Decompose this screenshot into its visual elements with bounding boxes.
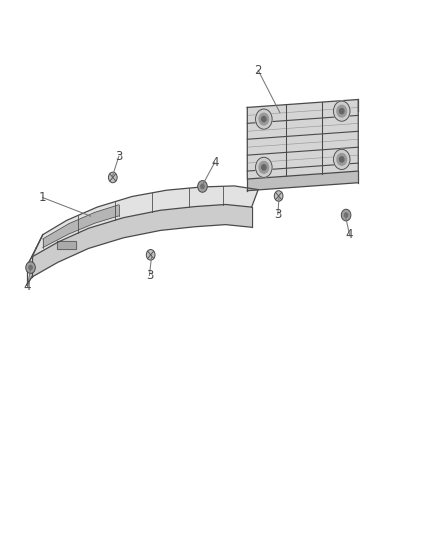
- Polygon shape: [247, 171, 358, 191]
- Text: 4: 4: [24, 280, 31, 293]
- Text: 3: 3: [146, 269, 153, 282]
- Circle shape: [333, 149, 350, 169]
- Circle shape: [259, 161, 268, 173]
- Circle shape: [274, 191, 283, 201]
- Circle shape: [341, 209, 351, 221]
- Circle shape: [198, 181, 207, 192]
- Polygon shape: [247, 100, 358, 179]
- Circle shape: [337, 106, 346, 117]
- Circle shape: [255, 157, 272, 177]
- Circle shape: [261, 165, 266, 170]
- Circle shape: [146, 249, 155, 260]
- Circle shape: [109, 172, 117, 183]
- Circle shape: [339, 157, 344, 162]
- Text: 4: 4: [211, 156, 219, 169]
- Circle shape: [344, 212, 349, 218]
- Polygon shape: [32, 186, 258, 257]
- Text: 1: 1: [39, 191, 46, 204]
- Text: 3: 3: [115, 150, 123, 163]
- Polygon shape: [27, 235, 43, 285]
- Text: 2: 2: [254, 64, 262, 77]
- Circle shape: [261, 116, 266, 122]
- Circle shape: [339, 109, 344, 114]
- Text: 4: 4: [346, 228, 353, 241]
- Polygon shape: [57, 241, 76, 249]
- Circle shape: [333, 101, 350, 121]
- Circle shape: [337, 154, 346, 165]
- Polygon shape: [43, 205, 119, 248]
- Polygon shape: [32, 205, 252, 277]
- Text: 3: 3: [274, 208, 282, 221]
- Circle shape: [200, 183, 205, 189]
- Circle shape: [255, 109, 272, 129]
- Circle shape: [28, 265, 33, 270]
- Circle shape: [26, 262, 35, 273]
- Circle shape: [259, 114, 268, 125]
